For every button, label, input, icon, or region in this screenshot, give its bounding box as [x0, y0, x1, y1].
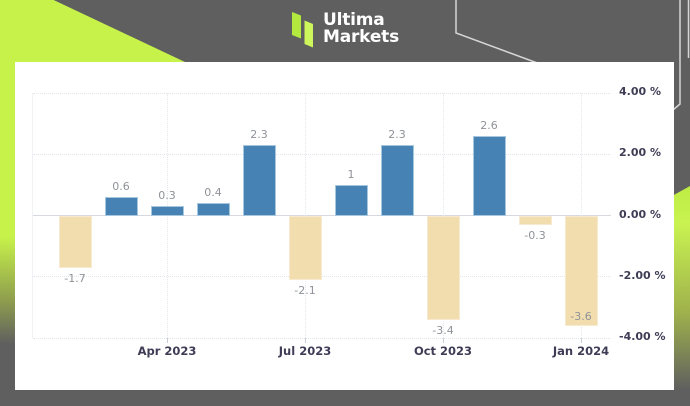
bar[interactable] — [472, 135, 506, 216]
bar-value-label: 2.3 — [388, 128, 406, 142]
ultima-logo-icon — [292, 12, 313, 48]
bar[interactable] — [150, 206, 184, 216]
bar-value-label: 2.6 — [480, 118, 498, 132]
x-axis-tick-label: Apr 2023 — [137, 344, 197, 358]
gridline-x — [304, 93, 306, 338]
gridline-x — [580, 93, 582, 338]
bar-value-label: 1 — [347, 167, 355, 181]
y-axis-tick-label: -2.00 % — [619, 268, 666, 282]
x-axis-tick — [304, 338, 306, 343]
lime-right-strip — [672, 186, 690, 390]
gridline-x — [166, 93, 168, 338]
lime-corner-shape — [0, 0, 185, 62]
bar-value-label: 2.3 — [250, 128, 268, 142]
bar[interactable] — [518, 216, 552, 226]
bar-value-label: -1.7 — [64, 271, 86, 285]
brand-name-line2: Markets — [323, 27, 399, 47]
x-axis-tick-label: Oct 2023 — [413, 344, 473, 358]
chart-panel: Apr 2023 Jul 2023 Oct 2023 Jan 2024 -1.7 0.6 0… — [15, 62, 674, 390]
bar-value-label: -2.1 — [294, 283, 316, 297]
bar[interactable] — [564, 216, 598, 327]
gridline-y — [33, 337, 611, 339]
x-axis-tick — [442, 338, 444, 343]
lime-left-strip — [0, 62, 15, 344]
y-axis-tick-label: -4.00 % — [619, 330, 666, 343]
gridline-y — [33, 215, 611, 216]
y-axis-tick-label: 0.00 % — [619, 207, 661, 221]
y-axis-tick-label: 2.00 % — [619, 146, 661, 160]
x-axis-tick-label: Jan 2024 — [552, 344, 610, 358]
bar-value-label: -3.4 — [432, 323, 454, 337]
bar[interactable] — [242, 145, 276, 216]
bottom-gray-bar — [0, 390, 690, 406]
brand-logo: Ultima Markets — [292, 12, 399, 48]
bar-value-label: -0.3 — [524, 228, 546, 242]
bar[interactable] — [334, 184, 368, 216]
bar[interactable] — [196, 203, 230, 216]
y-axis-tick-label: 4.00 % — [619, 85, 661, 98]
bar[interactable] — [58, 216, 92, 269]
bar[interactable] — [104, 197, 138, 216]
brand-name-line1: Ultima — [323, 10, 385, 30]
gridline-y — [33, 92, 611, 94]
x-axis-tick — [580, 338, 582, 343]
bar[interactable] — [380, 145, 414, 216]
gridline-y — [33, 276, 611, 278]
bar[interactable] — [288, 216, 322, 281]
bar-value-label: -3.6 — [570, 309, 592, 323]
x-axis-tick — [166, 338, 168, 343]
gridline-x — [442, 93, 444, 338]
gridline-y — [33, 153, 611, 155]
bar-chart-plot-area: Apr 2023 Jul 2023 Oct 2023 Jan 2024 -1.7 0.6 0… — [32, 92, 611, 358]
bar-value-label: 0.6 — [112, 180, 130, 194]
bar-value-label: 0.4 — [204, 186, 222, 200]
x-axis-tick-label: Jul 2023 — [278, 344, 332, 358]
bar-value-label: 0.3 — [158, 189, 176, 203]
bar[interactable] — [426, 216, 460, 321]
